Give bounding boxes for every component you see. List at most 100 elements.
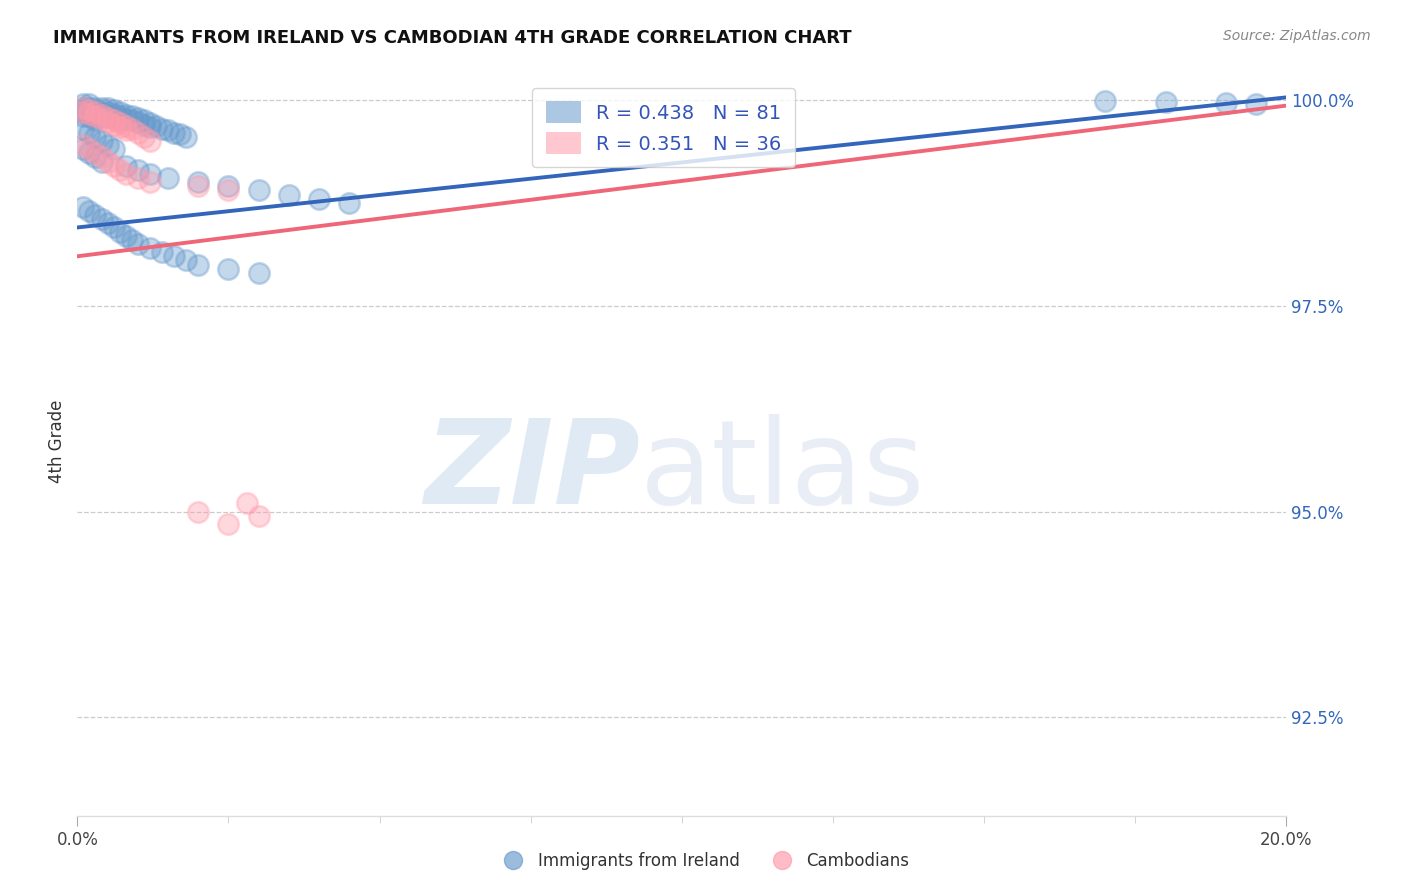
Point xyxy=(72,101,94,115)
Point xyxy=(108,225,131,239)
Point xyxy=(218,179,240,194)
Point xyxy=(127,126,149,140)
Point xyxy=(1246,97,1268,112)
Point xyxy=(96,154,118,169)
Text: atlas: atlas xyxy=(640,414,925,529)
Point xyxy=(127,162,149,177)
Point xyxy=(84,129,107,144)
Point xyxy=(121,233,143,247)
Point xyxy=(247,508,270,523)
Point xyxy=(132,118,155,132)
Point xyxy=(139,134,162,148)
Point xyxy=(90,154,112,169)
Text: ZIP: ZIP xyxy=(423,414,640,529)
Point xyxy=(90,108,112,122)
Point xyxy=(84,109,107,123)
Point xyxy=(127,236,149,251)
Legend: R = 0.438   N = 81, R = 0.351   N = 36: R = 0.438 N = 81, R = 0.351 N = 36 xyxy=(533,87,796,167)
Point xyxy=(132,129,155,144)
Point xyxy=(84,151,107,165)
Point xyxy=(114,167,136,181)
Point xyxy=(114,119,136,133)
Point xyxy=(127,171,149,186)
Point xyxy=(187,504,209,518)
Point xyxy=(84,101,107,115)
Point xyxy=(278,187,301,202)
Point xyxy=(72,97,94,112)
Point xyxy=(72,142,94,156)
Point xyxy=(84,105,107,120)
Point xyxy=(108,109,131,123)
Point xyxy=(103,103,125,117)
Point xyxy=(108,116,131,130)
Point xyxy=(235,496,257,510)
Point xyxy=(127,111,149,125)
Point xyxy=(121,113,143,128)
Point xyxy=(337,195,360,210)
Point xyxy=(247,266,270,280)
Point xyxy=(84,113,107,128)
Point xyxy=(145,119,167,133)
Point xyxy=(72,121,94,136)
Point xyxy=(1094,95,1116,109)
Point xyxy=(187,258,209,272)
Point xyxy=(96,216,118,230)
Point xyxy=(84,109,107,123)
Point xyxy=(103,118,125,132)
Point xyxy=(139,175,162,189)
Point xyxy=(103,107,125,121)
Point xyxy=(79,126,101,140)
Point xyxy=(72,109,94,123)
Point xyxy=(127,115,149,129)
Y-axis label: 4th Grade: 4th Grade xyxy=(48,400,66,483)
Point xyxy=(139,241,162,255)
Point xyxy=(90,109,112,123)
Point xyxy=(114,123,136,137)
Point xyxy=(157,123,180,137)
Point xyxy=(108,105,131,120)
Point xyxy=(121,121,143,136)
Point xyxy=(72,138,94,153)
Point xyxy=(187,175,209,189)
Point xyxy=(150,245,173,260)
Point xyxy=(169,128,191,142)
Point xyxy=(96,138,118,153)
Point xyxy=(72,101,94,115)
Point xyxy=(163,126,186,140)
Point xyxy=(108,120,131,134)
Point xyxy=(72,105,94,120)
Point xyxy=(96,115,118,129)
Point xyxy=(90,112,112,126)
Point xyxy=(79,103,101,117)
Point xyxy=(103,220,125,235)
Legend: Immigrants from Ireland, Cambodians: Immigrants from Ireland, Cambodians xyxy=(489,846,917,877)
Point xyxy=(84,208,107,222)
Point xyxy=(84,146,107,161)
Point xyxy=(90,105,112,120)
Text: Source: ZipAtlas.com: Source: ZipAtlas.com xyxy=(1223,29,1371,43)
Point xyxy=(90,151,112,165)
Point xyxy=(308,192,330,206)
Point xyxy=(247,183,270,197)
Point xyxy=(96,109,118,123)
Point xyxy=(132,113,155,128)
Point xyxy=(1215,96,1237,111)
Point xyxy=(114,108,136,122)
Point xyxy=(114,112,136,126)
Point xyxy=(157,171,180,186)
Point xyxy=(163,249,186,263)
Point xyxy=(108,113,131,128)
Text: IMMIGRANTS FROM IRELAND VS CAMBODIAN 4TH GRADE CORRELATION CHART: IMMIGRANTS FROM IRELAND VS CAMBODIAN 4TH… xyxy=(53,29,852,46)
Point xyxy=(84,105,107,120)
Point xyxy=(218,183,240,197)
Point xyxy=(218,261,240,276)
Point xyxy=(79,107,101,121)
Point xyxy=(1154,95,1177,110)
Point xyxy=(103,159,125,173)
Point xyxy=(103,111,125,125)
Point xyxy=(139,120,162,134)
Point xyxy=(108,162,131,177)
Point xyxy=(96,101,118,115)
Point xyxy=(96,111,118,125)
Point xyxy=(72,200,94,214)
